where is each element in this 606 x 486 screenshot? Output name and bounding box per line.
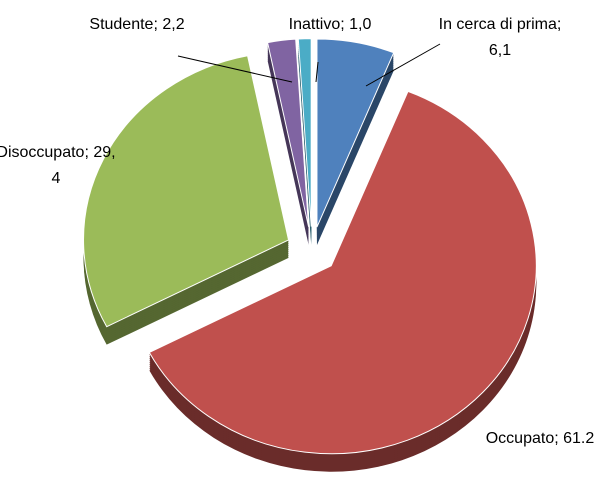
slice bbox=[266, 38, 310, 227]
data-label: In cerca di prima; 6,1 bbox=[430, 12, 570, 64]
separator: ; bbox=[556, 16, 562, 33]
data-label: Occupato; 61.2 bbox=[480, 426, 600, 452]
data-label: Disoccupato; 29,4 bbox=[0, 140, 120, 192]
separator: ; bbox=[340, 16, 345, 33]
category-name: In cerca di prima bbox=[438, 16, 557, 33]
slice bbox=[148, 90, 537, 455]
slice bbox=[297, 38, 312, 227]
separator: ; bbox=[84, 144, 89, 161]
value-label: 61.2 bbox=[563, 430, 595, 447]
category-name: Studente bbox=[89, 16, 154, 33]
category-name: Disoccupato bbox=[0, 144, 85, 161]
category-name: Occupato bbox=[485, 430, 555, 447]
data-label: Inattivo; 1,0 bbox=[280, 12, 380, 38]
leader-line bbox=[177, 55, 293, 83]
separator: ; bbox=[554, 430, 559, 447]
value-label: 29,4 bbox=[51, 144, 116, 187]
category-name: Inattivo bbox=[288, 16, 341, 33]
separator: ; bbox=[153, 16, 158, 33]
value-label: 6,1 bbox=[488, 42, 512, 59]
value-label: 2,2 bbox=[162, 16, 185, 33]
value-label: 1,0 bbox=[349, 16, 372, 33]
slice bbox=[83, 55, 290, 328]
leader-line bbox=[365, 43, 441, 87]
data-label: Studente; 2,2 bbox=[87, 12, 187, 38]
leader-line bbox=[315, 61, 319, 83]
slice bbox=[316, 38, 395, 228]
